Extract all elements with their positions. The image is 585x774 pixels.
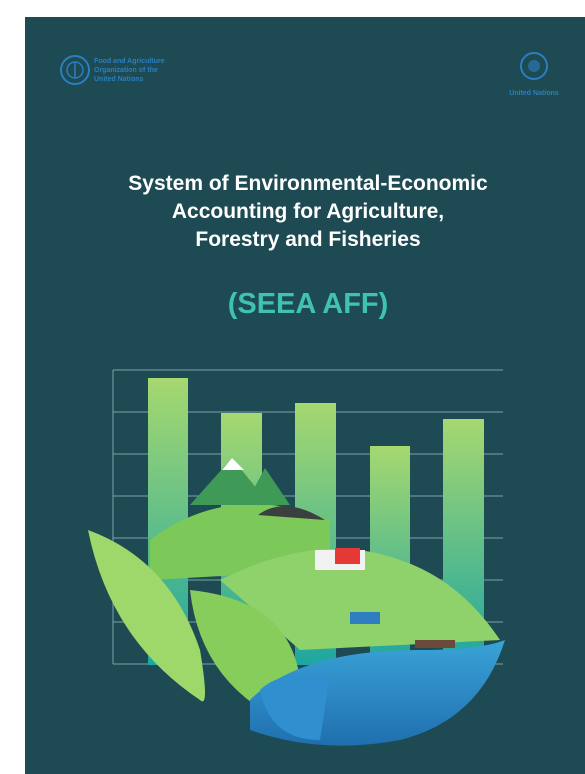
fao-name: Food and Agriculture bbox=[94, 58, 165, 65]
decoration bbox=[415, 640, 455, 648]
decoration bbox=[335, 548, 360, 564]
title-line: System of Environmental-Economic bbox=[128, 172, 488, 195]
un-name: United Nations bbox=[509, 90, 558, 97]
title-line: Forestry and Fisheries bbox=[195, 228, 420, 251]
cover: Food and Agriculture Organization of the… bbox=[0, 0, 585, 774]
page: Food and Agriculture Organization of the… bbox=[0, 0, 585, 774]
decoration bbox=[350, 612, 380, 624]
fao-name: United Nations bbox=[94, 76, 143, 83]
fao-name: Organization of the bbox=[94, 67, 158, 74]
acronym: (SEEA AFF) bbox=[228, 288, 389, 320]
decoration bbox=[528, 60, 540, 72]
title-line: Accounting for Agriculture, bbox=[172, 200, 444, 223]
